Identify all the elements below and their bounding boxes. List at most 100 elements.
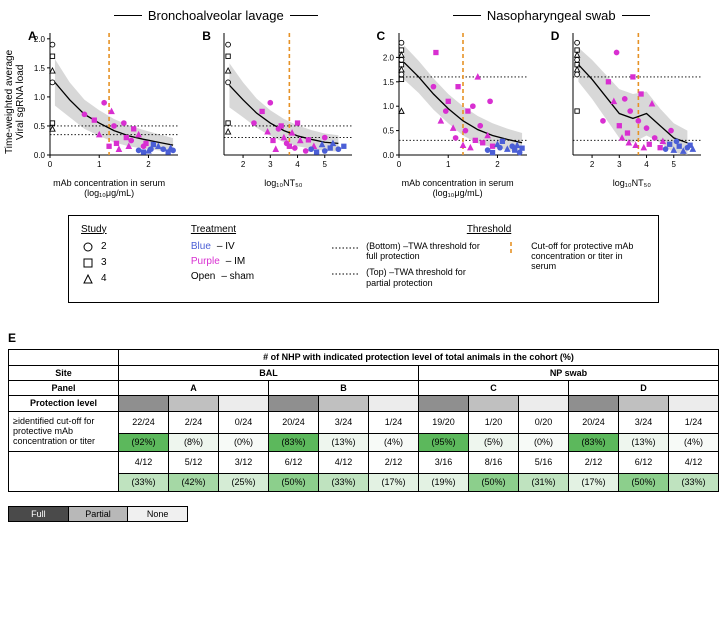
table-cell: (8%) (169, 433, 219, 451)
table-cell: 3/24 (319, 411, 369, 433)
table-cell: (5%) (469, 433, 519, 451)
panel-B: B2345log₁₀NT₅₀ (196, 27, 370, 189)
panel-A-xlabel: mAb concentration in serum(log₁₀μg/mL) (22, 179, 196, 199)
table-cell: (83%) (569, 433, 619, 451)
svg-text:4: 4 (296, 160, 301, 169)
panel-B-label: B (202, 29, 211, 43)
table-cell: 5/16 (519, 451, 569, 473)
table-cell: 2/24 (169, 411, 219, 433)
legend-shape-icon (81, 257, 95, 269)
svg-text:0.0: 0.0 (34, 151, 46, 160)
svg-text:0.5: 0.5 (382, 127, 394, 136)
legend-study-item: 3 (81, 257, 191, 269)
legend-threshold-item: Cut-off for protective mAb concentration… (497, 241, 646, 272)
panel-D-label: D (551, 29, 560, 43)
table-cell: 1/24 (369, 411, 419, 433)
panel-C-xlabel: mAb concentration in serum(log₁₀μg/mL) (371, 179, 545, 199)
legend-treatment-item: Open – sham (191, 271, 332, 282)
svg-text:5: 5 (671, 160, 676, 169)
table-cell: 22/24 (119, 411, 169, 433)
table-cell: 19/20 (419, 411, 469, 433)
table-cell: 6/12 (269, 451, 319, 473)
table-cell: (0%) (219, 433, 269, 451)
table-cell: (83%) (269, 433, 319, 451)
protection-key: FullPartialNone (8, 506, 188, 522)
svg-text:2.0: 2.0 (382, 53, 394, 62)
table-cell: (92%) (119, 433, 169, 451)
table-cell: 3/12 (219, 451, 269, 473)
svg-text:1: 1 (446, 160, 451, 169)
panel-A: A0.00.51.01.52.0012mAb concentration in … (22, 27, 196, 199)
table-cell: 3/16 (419, 451, 469, 473)
svg-text:5: 5 (323, 160, 328, 169)
svg-text:4: 4 (644, 160, 649, 169)
svg-text:1: 1 (97, 160, 102, 169)
table-cell: (4%) (369, 433, 419, 451)
panel-E-label: E (8, 331, 719, 345)
table-cell: (17%) (369, 473, 419, 491)
panel-C-label: C (377, 29, 386, 43)
table-cell: 2/12 (369, 451, 419, 473)
panel-B-xlabel: log₁₀NT₅₀ (196, 179, 370, 189)
table-cell: (50%) (469, 473, 519, 491)
svg-text:0.0: 0.0 (382, 151, 394, 160)
table-cell: 1/20 (469, 411, 519, 433)
svg-text:2: 2 (146, 160, 151, 169)
table-cell: 4/12 (119, 451, 169, 473)
svg-text:2: 2 (495, 160, 500, 169)
svg-text:2: 2 (241, 160, 246, 169)
table-cell: 0/24 (219, 411, 269, 433)
legend-threshold-header: Threshold (332, 224, 646, 235)
table-cell: (33%) (669, 473, 719, 491)
legend-threshold-item: (Top) –TWA threshold for partial protect… (332, 267, 481, 288)
panel-D-xlabel: log₁₀NT₅₀ (545, 179, 719, 189)
table-cell: 8/16 (469, 451, 519, 473)
svg-text:2: 2 (590, 160, 595, 169)
table-cell: 4/12 (319, 451, 369, 473)
legend-threshold-item: (Bottom) –TWA threshold for full protect… (332, 241, 481, 262)
yaxis-label: Time-weighted averageViral sgRNA load (8, 27, 22, 177)
legend-study-item: 4 (81, 273, 191, 285)
title-right-text: Nasopharyngeal swab (487, 8, 616, 23)
table-header-main: # of NHP with indicated protection level… (119, 350, 719, 365)
table-cell: 4/12 (669, 451, 719, 473)
table-cell: 0/20 (519, 411, 569, 433)
table-cell: 5/12 (169, 451, 219, 473)
table-cell: 6/12 (619, 451, 669, 473)
charts-row: Time-weighted averageViral sgRNA load A 0… (8, 27, 719, 199)
legend-study-header: Study (81, 224, 191, 235)
table-cell: (50%) (619, 473, 669, 491)
table-cell: (42%) (169, 473, 219, 491)
table-cell: (50%) (269, 473, 319, 491)
table-cell: (13%) (319, 433, 369, 451)
table-cell: 3/24 (619, 411, 669, 433)
legend-treatment-item: Blue – IV (191, 241, 332, 252)
section-E: E # of NHP with indicated protection lev… (8, 331, 719, 521)
svg-text:0: 0 (48, 160, 53, 169)
protection-key-item: None (128, 507, 187, 521)
table-cell: (25%) (219, 473, 269, 491)
table-cell: 1/24 (669, 411, 719, 433)
panel-D: D2345log₁₀NT₅₀ (545, 27, 719, 189)
legend-box: Study 234 Treatment Blue – IVPurple – IM… (68, 215, 659, 303)
svg-text:1.5: 1.5 (34, 64, 46, 73)
title-left-text: Bronchoalveolar lavage (148, 8, 284, 23)
panel-C: C0.00.51.01.52.0012mAb concentration in … (371, 27, 545, 199)
title-left: Bronchoalveolar lavage (48, 8, 384, 23)
svg-text:1.5: 1.5 (382, 78, 394, 87)
table-E: # of NHP with indicated protection level… (8, 349, 719, 491)
table-cell: (31%) (519, 473, 569, 491)
table-cell: 20/24 (269, 411, 319, 433)
svg-text:0: 0 (396, 160, 401, 169)
table-cell: (33%) (119, 473, 169, 491)
protection-key-item: Full (9, 507, 69, 521)
panel-A-label: A (28, 29, 37, 43)
svg-text:0.5: 0.5 (34, 122, 46, 131)
title-row: Bronchoalveolar lavage Nasopharyngeal sw… (8, 8, 719, 23)
table-cell: (13%) (619, 433, 669, 451)
title-right: Nasopharyngeal swab (384, 8, 720, 23)
legend-study-item: 2 (81, 241, 191, 253)
protection-key-item: Partial (69, 507, 129, 521)
table-cell: (0%) (519, 433, 569, 451)
table-cell: (95%) (419, 433, 469, 451)
